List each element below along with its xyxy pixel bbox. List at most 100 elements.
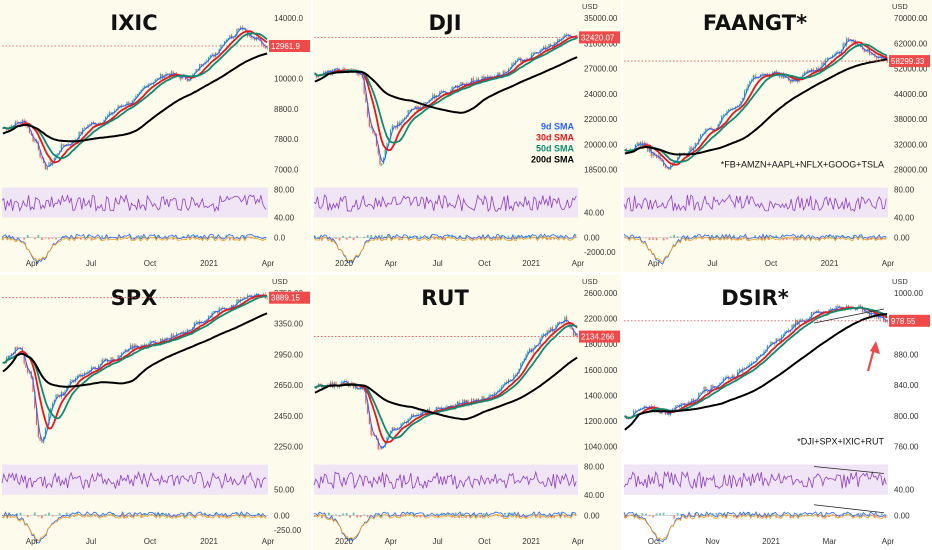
macd-histogram-bar (719, 237, 721, 240)
candle-body (819, 312, 821, 314)
candle-body (882, 316, 885, 321)
candle-body (400, 423, 402, 428)
candle-body (756, 357, 758, 362)
candle-body (572, 328, 575, 336)
macd-histogram-bar (352, 237, 355, 241)
candle-body (372, 128, 374, 134)
candle-body (333, 68, 335, 70)
y-tick-label: 1040.000 (584, 443, 618, 452)
candle-body (837, 51, 839, 53)
candle-body (156, 78, 158, 80)
candle-body (335, 382, 337, 386)
candle-body (633, 410, 635, 417)
candle-body (375, 134, 378, 147)
candle-body (257, 37, 259, 40)
y-tick-label: 2950.00 (274, 350, 303, 359)
macd-histogram-bar (264, 237, 267, 238)
candle-body (144, 86, 146, 88)
candle-body (254, 294, 256, 297)
macd-histogram-bar (866, 514, 869, 516)
candle-body (64, 145, 66, 147)
macd-histogram-bar (747, 512, 749, 516)
sma-50-line (2, 32, 268, 160)
macd-histogram-bar (253, 515, 256, 517)
candle-body (736, 371, 739, 378)
candle-body (768, 345, 770, 347)
candle-body (772, 341, 774, 344)
macd-histogram-bar (94, 237, 96, 239)
candle-body (749, 80, 751, 85)
candle-body (483, 76, 485, 80)
macd-histogram-bar (236, 512, 238, 516)
macd-histogram-bar (556, 235, 559, 238)
candle-body (317, 75, 320, 78)
macd-histogram-bar (356, 235, 358, 238)
macd-histogram-bar (870, 515, 873, 517)
candle-body (557, 322, 559, 325)
candle-body (440, 91, 443, 93)
candle-body (863, 48, 865, 52)
candle-body (220, 307, 222, 309)
macd-histogram-bar (669, 236, 672, 238)
macd-histogram-bar (335, 514, 337, 516)
candle-body (666, 413, 668, 415)
rsi-band (624, 187, 888, 218)
macd-tick-label: 0.00 (584, 234, 600, 243)
candle-body (462, 82, 464, 85)
candle-body (62, 144, 64, 146)
macd-histogram-bar (55, 237, 57, 240)
macd-histogram-bar (733, 234, 735, 238)
macd-histogram-bar (193, 515, 196, 518)
candle-body (794, 79, 797, 82)
candle-body (186, 79, 188, 82)
macd-histogram-bar (838, 515, 841, 518)
candle-body (98, 365, 100, 370)
candle-body (213, 310, 215, 313)
candle-body (564, 34, 566, 37)
macd-histogram-bar (458, 515, 461, 519)
macd-histogram-bar (246, 515, 249, 517)
sma-200-line (314, 56, 578, 114)
macd-histogram-bar (803, 237, 806, 240)
candle-body (418, 106, 420, 111)
macd-line (313, 511, 577, 542)
macd-histogram-bar (111, 514, 114, 516)
candle-body (428, 409, 430, 413)
macd-histogram-bar (859, 512, 862, 516)
candle-body (44, 163, 47, 170)
macd-line (1, 233, 267, 265)
candle-body (113, 110, 116, 113)
macd-histogram-bar (697, 237, 700, 239)
candle-body (868, 312, 871, 318)
candle-body (163, 75, 165, 79)
candle-body (664, 410, 666, 415)
candle-body (812, 69, 814, 72)
candle-body (27, 125, 29, 127)
candle-body (803, 321, 806, 323)
macd-histogram-bar (690, 514, 693, 516)
candle-body (207, 315, 210, 320)
candle-body (328, 70, 330, 71)
candle-body (37, 142, 39, 150)
candle-body (11, 125, 13, 127)
price-badge-label: 32420.07 (581, 33, 615, 42)
macd-histogram-bar (482, 513, 485, 516)
candle-body (550, 44, 552, 46)
axis-unit-label: USD (582, 277, 598, 286)
candle-body (470, 78, 473, 84)
y-tick-label: 2600.000 (584, 289, 618, 298)
macd-histogram-bar (831, 237, 834, 238)
candle-body (742, 98, 744, 102)
candle-body (23, 352, 25, 364)
macd-histogram-bar (412, 236, 415, 238)
candle-body (34, 391, 36, 408)
macd-histogram-bar (645, 513, 647, 516)
macd-histogram-bar (44, 514, 47, 516)
macd-histogram-bar (500, 515, 503, 517)
macd-histogram-bar (243, 513, 245, 516)
candle-body (752, 362, 754, 364)
macd-histogram-bar (490, 237, 492, 238)
candle-body (103, 119, 105, 124)
macd-histogram-bar (409, 512, 411, 516)
